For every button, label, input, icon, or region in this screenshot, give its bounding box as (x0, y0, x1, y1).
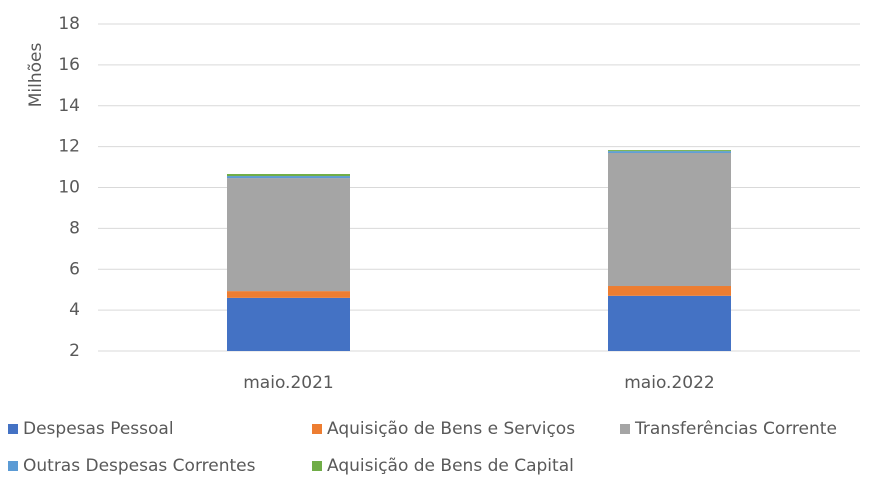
bar-segment (608, 295, 731, 351)
bar-segment (608, 151, 731, 153)
y-tick-label: 2 (69, 341, 80, 361)
bar-segment (227, 174, 350, 177)
y-tick-label: 14 (58, 96, 80, 116)
bar-segment (608, 286, 731, 296)
legend-swatch (620, 424, 630, 434)
legend-swatch (8, 461, 18, 471)
bar-segment (227, 297, 350, 351)
bar-segment (608, 150, 731, 152)
y-tick-label: 16 (58, 55, 80, 75)
y-tick-label: 18 (58, 14, 80, 34)
legend-label: Aquisição de Bens de Capital (327, 456, 574, 476)
y-tick-label: 10 (58, 178, 80, 198)
y-tick-label: 6 (69, 259, 80, 279)
x-tick-label: maio.2022 (624, 373, 714, 393)
bar-segment (227, 176, 350, 179)
legend-label: Transferências Corrente (634, 419, 837, 439)
legend-label: Despesas Pessoal (23, 419, 174, 439)
legend-label: Outras Despesas Correntes (23, 456, 256, 476)
y-tick-label: 8 (69, 218, 80, 238)
legend-swatch (8, 424, 18, 434)
y-axis-title: Milhões (26, 43, 46, 108)
y-tick-label: 4 (69, 300, 80, 320)
x-tick-label: maio.2021 (243, 373, 333, 393)
y-tick-label: 12 (58, 137, 80, 157)
legend-label: Aquisição de Bens e Serviços (327, 419, 575, 439)
bar-segment (608, 152, 731, 287)
legend-swatch (312, 424, 322, 434)
bar-segment (227, 291, 350, 298)
bar-segment (227, 178, 350, 292)
legend-swatch (312, 461, 322, 471)
